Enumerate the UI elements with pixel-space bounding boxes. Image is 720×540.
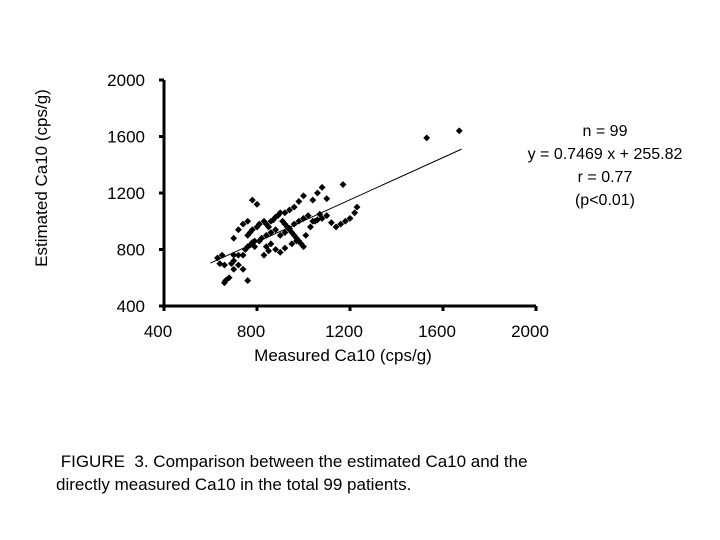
data-point [267,229,275,236]
data-point [318,215,326,222]
x-tick-label: 1600 [418,322,456,341]
x-tick-labels: 400 800 1200 1600 2000 [144,322,549,341]
y-tick-label: 1200 [107,184,145,203]
x-axis-label: Measured Ca10 (cps/g) [254,346,432,365]
data-point [260,251,268,259]
data-point [251,243,259,251]
data-point [267,240,275,248]
data-point [230,257,238,265]
data-point [239,220,247,228]
data-point [318,183,326,191]
data-point [225,274,233,282]
data-point [327,219,335,227]
data-point [234,251,242,259]
data-point [281,229,289,236]
figure-caption: FIGURE 3. Comparison between the estimat… [56,450,656,496]
data-point [239,251,247,259]
data-point [281,244,289,252]
data-point [300,192,307,200]
data-point [423,134,431,142]
data-point [244,217,252,225]
data-point [351,209,359,217]
data-point [265,247,273,255]
data-point [300,243,307,251]
data-point [293,237,300,245]
data-point [304,212,312,220]
data-point [234,261,242,269]
data-point [314,189,321,197]
data-point [302,231,310,239]
caption-line-2: directly measured Ca10 in the total 99 p… [56,475,412,494]
data-point [253,200,261,208]
data-point [295,217,303,225]
data-point [230,234,238,242]
data-point [262,231,270,239]
data-point [265,223,273,231]
x-tick-label: 2000 [511,322,549,341]
y-tick-label: 2000 [107,71,145,90]
data-point [286,224,293,232]
data-point [316,210,324,218]
data-point [244,277,252,284]
data-point [276,248,284,256]
data-point [286,206,293,214]
regression-equation-label: y = 0.7469 x + 255.82 [527,146,683,163]
data-point [276,209,284,217]
data-point [295,198,303,205]
correlation-label: r = 0.77 [577,169,633,186]
x-tick-label: 400 [144,322,172,341]
data-point [455,127,463,135]
data-point [339,181,347,188]
data-point [288,240,296,248]
data-point [309,196,317,204]
data-point [341,217,349,225]
data-point [239,265,247,273]
axes [159,78,538,311]
y-tick-label: 1600 [107,128,145,147]
data-point [281,209,289,217]
data-point [248,196,256,204]
data-point [255,220,263,228]
data-point [346,215,354,222]
regression-stats: n = 99 y = 0.7469 x + 255.82 r = 0.77 (p… [500,120,710,212]
data-point [230,251,238,259]
data-point [290,203,298,211]
data-point [272,246,280,253]
y-tick-label: 800 [117,241,145,260]
data-point [276,231,284,239]
data-point [262,243,270,251]
data-point [323,195,331,203]
data-point [337,220,345,228]
x-tick-label: 800 [237,322,265,341]
sample-size-label: n = 99 [582,123,628,140]
data-point [272,226,280,234]
data-point [234,226,242,234]
data-point [258,234,266,242]
data-point [300,215,307,222]
data-point [323,212,331,220]
y-tick-labels: 400 800 1200 1600 2000 [107,71,145,316]
data-point [332,223,340,231]
data-point [221,261,228,269]
data-point [214,254,221,262]
x-tick-label: 1200 [325,322,363,341]
plot-area [210,127,463,287]
data-point [218,251,226,259]
data-point [248,226,256,234]
data-point [311,217,319,225]
p-value-label: (p<0.01) [574,192,636,209]
y-tick-label: 400 [117,297,145,316]
data-point [290,220,298,228]
y-axis-label: Estimated Ca10 (cps/g) [32,89,51,267]
data-point [307,223,314,231]
data-point [230,265,238,273]
data-point [353,203,361,211]
caption-line-1: FIGURE 3. Comparison between the estimat… [56,452,528,471]
